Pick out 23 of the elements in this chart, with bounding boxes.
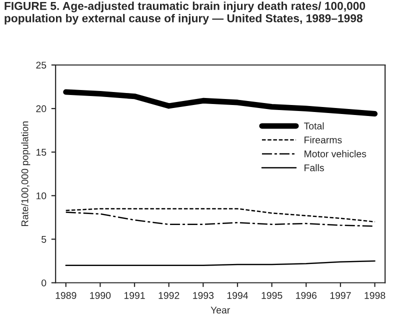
y-tick-label: 0 <box>42 279 46 286</box>
x-tick-label: 1990 <box>90 292 111 299</box>
legend-label: Falls <box>304 164 324 172</box>
y-tick-label: 5 <box>42 236 46 243</box>
y-tick-label: 15 <box>36 148 46 156</box>
x-tick-label: 1992 <box>158 292 180 299</box>
x-tick-label: 1997 <box>330 292 351 299</box>
legend-label: Total <box>304 122 324 130</box>
x-tick-label: 1998 <box>364 292 386 299</box>
x-tick-label: 1996 <box>296 292 317 299</box>
chart-title: FIGURE 5. Age-adjusted traumatic brain injury death rates/ 100,000 population by external cause of injury — United States, 1989–1998 <box>4 2 366 25</box>
x-tick-label: 1995 <box>262 292 282 299</box>
x-tick-label: 1991 <box>124 292 145 299</box>
y-tick-label: 25 <box>36 62 46 69</box>
y-axis-title: Rate/100,000 population <box>21 122 30 226</box>
legend-label: Firearms <box>304 136 342 144</box>
x-tick-label: 1989 <box>56 292 76 299</box>
legend-label: Motor vehicles <box>304 150 366 158</box>
x-tick-label: 1993 <box>193 292 214 299</box>
y-tick-label: 10 <box>36 192 46 200</box>
y-tick-label: 20 <box>36 105 46 112</box>
x-tick-label: 1994 <box>227 292 248 299</box>
x-axis-title: Year <box>210 306 230 314</box>
